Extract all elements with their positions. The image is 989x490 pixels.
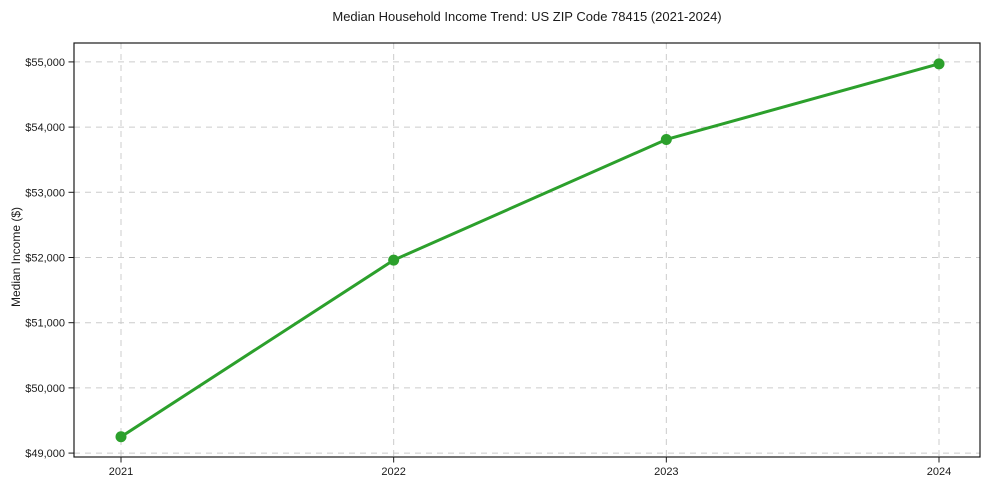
y-tick-label: $55,000 — [25, 57, 65, 69]
x-tick-label: 2021 — [109, 466, 133, 478]
data-point-2023 — [660, 133, 672, 145]
data-point-2022 — [388, 254, 400, 266]
y-axis-title: Median Income ($) — [9, 206, 23, 308]
data-point-2024 — [933, 58, 945, 70]
y-tick-label: $50,000 — [25, 383, 65, 395]
y-tick-label: $51,000 — [25, 318, 65, 330]
chart-title: Median Household Income Trend: US ZIP Co… — [332, 9, 722, 24]
x-tick-label: 2022 — [381, 466, 405, 478]
y-tick-label: $52,000 — [25, 252, 65, 264]
data-point-2021 — [115, 431, 127, 443]
y-tick-label: $54,000 — [25, 122, 65, 134]
income-trend-line — [119, 62, 941, 439]
y-tick-label: $53,000 — [25, 187, 65, 199]
y-tick-label: $49,000 — [25, 448, 65, 460]
x-tick-label: 2023 — [654, 466, 678, 478]
x-tick-label: 2024 — [927, 466, 951, 478]
plot-border — [73, 42, 981, 458]
